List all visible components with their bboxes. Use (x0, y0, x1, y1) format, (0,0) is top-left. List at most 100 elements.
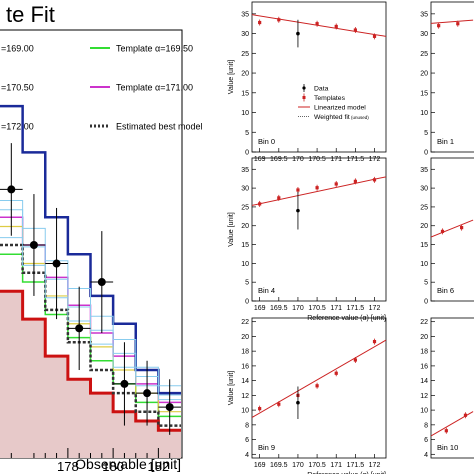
x-axis-label: Reference value (α) [unit] (307, 472, 386, 474)
x-tick-label: 170.5 (308, 305, 326, 312)
data-point (296, 400, 300, 405)
y-tick-label: 0 (245, 299, 249, 306)
y-tick-label: 6 (245, 437, 249, 444)
bin-label: Bin 9 (258, 443, 275, 452)
y-tick-label: 16 (241, 363, 249, 370)
main-legend: =169.00 Template α=169.50 =170.50 Template … (1, 44, 203, 132)
x-tick-label: 171.5 (347, 156, 365, 163)
x-tick-label: 170 (292, 156, 304, 163)
template-point (372, 34, 377, 38)
fit-layer (252, 14, 386, 48)
fit-layer (431, 19, 474, 29)
data-points (0, 143, 181, 435)
y-tick-label: 20 (241, 71, 249, 78)
legend-entry: Templates (314, 95, 346, 102)
y-tick-label: 18 (420, 349, 428, 356)
bin-panel: 0 5 10 15 20 25 30 35 Value [unit] 169 169.5 170 170… (228, 157, 387, 322)
fit-layer (431, 219, 474, 238)
template-point (277, 402, 281, 406)
x-tick-label: 182 (148, 459, 170, 474)
x-tick-label: 171.5 (347, 462, 365, 469)
y-tick-label: 12 (420, 393, 428, 400)
data-point (75, 324, 84, 333)
y-tick-label: 4 (424, 452, 428, 459)
template-point (444, 429, 448, 433)
template-point (460, 226, 464, 230)
legend-entry: Template α=169.50 (116, 44, 193, 54)
y-tick-label: 25 (241, 51, 249, 58)
y-tick-label: 0 (245, 150, 249, 157)
y-tick-label: 14 (420, 378, 428, 385)
x-tick-label: 170 (292, 305, 304, 312)
y-tick-label: 35 (241, 167, 249, 174)
x-tick-label: 178 (57, 459, 79, 474)
data-point (120, 379, 129, 388)
template-point (372, 339, 377, 344)
y-tick-label: 30 (420, 31, 428, 38)
main-plot-title: te Fit (6, 2, 55, 27)
panel-frame (430, 317, 474, 459)
template-point (296, 188, 300, 192)
x-tick-label: 169 (254, 305, 266, 312)
fit-layer (252, 176, 386, 230)
y-tick-label: 6 (424, 437, 428, 444)
fit-layer (431, 411, 474, 437)
bin-panel: 0 5 10 15 20 25 30 35 Bin 6 (420, 157, 474, 306)
main-fit-plot: te Fit =169.00 Template α=169.50 =170.50 Te… (0, 2, 203, 474)
data-point (165, 403, 174, 412)
x-tick-label: 171.5 (347, 305, 365, 312)
legend-entry: Data (314, 86, 329, 93)
template-point (334, 182, 338, 186)
y-tick-label: 8 (245, 422, 249, 429)
y-tick-label: 5 (424, 130, 428, 137)
legend-entry: Estimated best model (116, 122, 203, 132)
template-point (277, 18, 281, 22)
y-tick-label: 20 (420, 71, 428, 78)
panel-frame (251, 317, 387, 459)
y-tick-label: 20 (420, 334, 428, 341)
bin-panel: 4 6 8 10 12 14 16 18 20 22 Bin 10 (420, 317, 474, 459)
y-tick-label: 25 (241, 204, 249, 211)
x-tick-label: 171 (330, 462, 342, 469)
bin-label: Bin 0 (258, 137, 275, 146)
y-tick-label: 10 (420, 408, 428, 415)
panel-frame (430, 157, 474, 302)
legend-entry: =172.00 (1, 122, 34, 132)
template-point (353, 179, 357, 183)
x-tick-label: 172 (369, 156, 381, 163)
y-tick-label: 18 (241, 349, 249, 356)
linearized-model-line (252, 14, 386, 37)
x-tick-label: 170.5 (308, 462, 326, 469)
y-tick-label: 5 (245, 280, 249, 287)
x-tick-label: 170 (292, 462, 304, 469)
template-point (258, 202, 262, 206)
x-tick-label: 180 (102, 459, 124, 474)
legend-entry: Weighted fit (unused) (314, 114, 369, 121)
template-point (463, 413, 468, 417)
panel-frame (251, 157, 387, 302)
fit-layer (252, 338, 386, 419)
bin-label: Bin 10 (437, 443, 458, 452)
bin-panel: 0 5 10 15 20 25 30 35 Value [unit] 169 169.5 170 170… (228, 1, 387, 163)
y-tick-label: 12 (241, 393, 249, 400)
x-tick-label: 169.5 (270, 305, 288, 312)
y-tick-label: 15 (420, 242, 428, 249)
legend-entry: =170.50 (1, 83, 34, 93)
template-point (258, 407, 262, 411)
data-point (296, 208, 300, 213)
x-tick-label: 169.5 (270, 462, 288, 469)
y-tick-label: 35 (420, 167, 428, 174)
y-tick-label: 15 (241, 90, 249, 97)
y-tick-label: 16 (420, 363, 428, 370)
data-point (52, 259, 61, 268)
template-point (334, 371, 338, 375)
panel-frame (251, 1, 387, 153)
template-point (258, 20, 262, 25)
y-tick-label: 14 (241, 378, 249, 385)
y-tick-label: 22 (420, 319, 428, 326)
linearized-model-line (431, 19, 474, 24)
y-tick-label: 25 (420, 51, 428, 58)
x-axis-label: Reference value (α) [unit] (307, 315, 386, 322)
y-tick-label: 15 (241, 242, 249, 249)
